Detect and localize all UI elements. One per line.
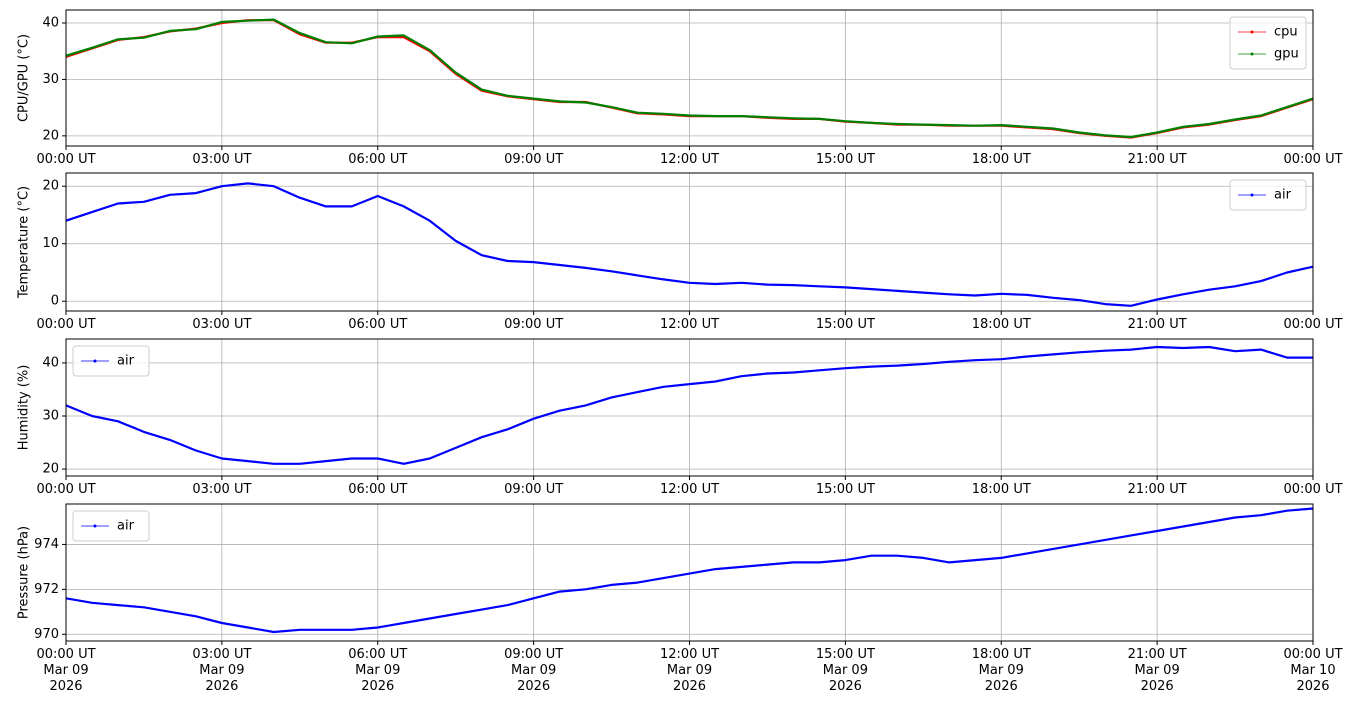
x-tick-label: 21:00 UT [1127,482,1187,497]
x-tick-label: 06:00 UT [348,482,408,497]
x-tick-label: 21:00 UT [1127,317,1187,332]
y-tick-label: 30 [42,72,59,87]
x-tick-label: 09:00 UT [504,152,564,167]
y-axis-label: Humidity (%) [17,365,32,451]
series-line [65,182,1314,307]
x-tick-label: 03:00 UT [192,152,252,167]
x-tick-label: 00:00 UT [1283,482,1343,497]
y-tick-label: 20 [42,128,59,143]
plot-frame [65,172,1314,312]
x-tick-label: 03:00 UT Mar 09 2026 [192,647,252,694]
legend-box [72,345,150,377]
y-tick-label: 30 [42,408,59,423]
x-tick-label: 12:00 UT [659,317,720,332]
legend-marker [93,359,97,363]
series-line [65,507,1314,634]
legend-label: air [1274,188,1292,203]
x-tick-label: 15:00 UT Mar 09 2026 [815,647,875,694]
x-tick-label: 00:00 UT [36,482,96,497]
series-line [65,18,1314,139]
y-axis-label: CPU/GPU (°C) [17,34,32,122]
y-tick-label: 20 [42,179,59,194]
x-tick-label: 15:00 UT [815,317,875,332]
plot-frame [65,9,1314,147]
x-tick-label: 09:00 UT Mar 09 2026 [504,647,564,694]
x-tick-label: 09:00 UT [504,317,564,332]
series-line [65,345,1313,465]
x-tick-label: 12:00 UT [659,152,720,167]
y-axis-label: Temperature (°C) [17,186,32,299]
legend-marker [1250,193,1254,197]
y-tick-label: 10 [42,236,59,251]
x-tick-label: 09:00 UT [504,482,564,497]
y-tick-label: 970 [34,627,59,642]
x-tick-label: 21:00 UT Mar 09 2026 [1127,647,1187,694]
legend-box [1229,179,1307,211]
y-tick-label: 20 [42,462,59,477]
y-tick-label: 0 [51,294,59,309]
legend-box [1229,16,1307,70]
x-tick-label: 03:00 UT [192,317,252,332]
x-tick-label: 06:00 UT Mar 09 2026 [348,647,408,694]
y-tick-label: 40 [42,15,59,30]
legend-marker [93,524,97,528]
legend-label: air [117,354,135,369]
x-tick-label: 12:00 UT [659,482,720,497]
x-tick-label: 00:00 UT [1283,152,1343,167]
x-tick-label: 18:00 UT [971,482,1031,497]
y-tick-label: 974 [34,537,59,552]
y-tick-label: 40 [42,355,59,370]
x-tick-label: 06:00 UT [348,317,408,332]
legend-label: gpu [1274,47,1299,62]
x-tick-label: 12:00 UT Mar 09 2026 [659,647,720,694]
x-tick-label: 00:00 UT Mar 09 2026 [36,647,96,694]
legend-box [72,510,150,542]
y-tick-label: 972 [34,582,59,597]
x-tick-label: 00:00 UT [36,152,96,167]
x-tick-label: 18:00 UT Mar 09 2026 [971,647,1031,694]
legend-marker [1250,30,1254,34]
legend-label: cpu [1274,25,1298,40]
x-tick-label: 00:00 UT [36,317,96,332]
x-tick-label: 00:00 UT Mar 10 2026 [1283,647,1343,694]
plot-frame [65,338,1314,477]
x-tick-label: 03:00 UT [192,482,252,497]
x-tick-label: 15:00 UT [815,152,875,167]
x-tick-label: 00:00 UT [1283,317,1343,332]
y-axis-label: Pressure (hPa) [17,526,32,619]
plot-frame [65,503,1314,642]
x-tick-label: 21:00 UT [1127,152,1187,167]
legend-label: air [117,519,135,534]
x-tick-label: 18:00 UT [971,317,1031,332]
legend-marker [1250,52,1254,56]
x-tick-label: 06:00 UT [348,152,408,167]
x-tick-label: 18:00 UT [971,152,1031,167]
x-tick-label: 15:00 UT [815,482,875,497]
